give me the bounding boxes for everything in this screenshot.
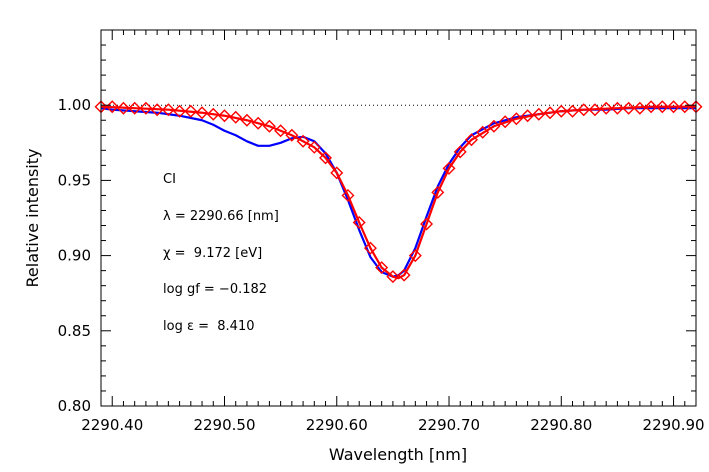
- annotation-abundance: log ε = 8.410: [163, 319, 254, 334]
- diamond-marker: [274, 124, 288, 138]
- diamond-marker: [229, 110, 243, 124]
- x-tick-label: 2290.90: [643, 416, 705, 434]
- x-tick-label: 2290.60: [306, 416, 368, 434]
- diamond-marker: [285, 128, 299, 142]
- diamond-marker: [206, 107, 220, 121]
- tick-layer: [100, 29, 697, 407]
- diamond-marker: [319, 151, 333, 165]
- diamond-marker: [487, 119, 501, 133]
- synthetic-diamond-markers: [94, 100, 703, 284]
- diamond-marker: [240, 113, 254, 127]
- x-axis-title: Wavelength [nm]: [329, 445, 467, 464]
- diamond-marker: [408, 249, 422, 263]
- diamond-marker: [588, 103, 602, 117]
- diamond-marker: [566, 104, 579, 118]
- diamond-marker: [296, 134, 310, 148]
- y-axis-title: Relative intensity: [23, 149, 42, 288]
- x-tick-label: 2290.70: [418, 416, 480, 434]
- diamond-marker: [420, 217, 434, 231]
- plot-frame: [100, 29, 697, 407]
- diamond-marker: [509, 112, 523, 126]
- annotation-species: CI: [163, 172, 176, 187]
- diamond-marker: [139, 101, 153, 115]
- diamond-marker: [173, 104, 187, 118]
- diamond-marker: [116, 101, 130, 115]
- diamond-marker: [476, 125, 490, 139]
- diamond-marker: [532, 107, 546, 121]
- diamond-marker: [397, 268, 411, 282]
- diamond-marker: [363, 241, 377, 255]
- diamond-marker: [307, 140, 321, 154]
- annotation-block: CI λ = 2290.66 [nm] χ = 9.172 [eV] log g…: [163, 172, 279, 334]
- annotation-wavelength: λ = 2290.66 [nm]: [163, 209, 279, 224]
- x-tick-label: 2290.80: [530, 416, 592, 434]
- diamond-marker: [184, 104, 198, 118]
- x-tick-label: 2290.40: [81, 416, 143, 434]
- diamond-marker: [330, 166, 344, 180]
- diamond-marker: [453, 145, 467, 159]
- diamond-marker: [128, 101, 142, 115]
- diamond-marker: [599, 101, 613, 115]
- diamond-marker: [577, 103, 591, 117]
- diamond-marker: [554, 104, 568, 118]
- y-tick-label: 0.90: [58, 247, 91, 265]
- y-tick-label: 0.85: [58, 322, 91, 340]
- y-tick-label: 0.95: [58, 171, 91, 189]
- diamond-marker: [610, 101, 624, 115]
- diamond-marker: [431, 185, 445, 199]
- annotation-loggf: log gf = −0.182: [163, 282, 267, 297]
- diamond-marker: [644, 100, 658, 114]
- diamond-marker: [521, 109, 535, 123]
- diamond-marker: [622, 101, 636, 115]
- diamond-marker: [667, 100, 681, 114]
- diamond-marker: [195, 106, 209, 120]
- series-layer: [94, 100, 703, 284]
- diamond-marker: [386, 270, 400, 284]
- diamond-marker: [633, 101, 647, 115]
- annotation-excitation: χ = 9.172 [eV]: [163, 246, 262, 261]
- diamond-marker: [375, 261, 389, 275]
- diamond-marker: [498, 115, 512, 129]
- diamond-marker: [655, 100, 669, 114]
- diamond-marker: [341, 188, 355, 202]
- diamond-marker: [218, 109, 231, 123]
- diamond-marker: [442, 161, 456, 175]
- y-tick-label: 0.80: [58, 397, 91, 415]
- diamond-marker: [161, 103, 175, 117]
- diamond-marker: [464, 133, 478, 147]
- x-tick-label: 2290.50: [193, 416, 255, 434]
- y-tick-label: 1.00: [58, 96, 91, 114]
- diamond-marker: [543, 106, 557, 120]
- diamond-marker: [262, 119, 276, 133]
- diamond-marker: [352, 216, 366, 230]
- diamond-marker: [150, 103, 164, 117]
- tick-label-layer: 2290.40 2290.50 2290.60 2290.70 2290.80 2290.…: [58, 96, 705, 434]
- diamond-marker: [251, 116, 265, 130]
